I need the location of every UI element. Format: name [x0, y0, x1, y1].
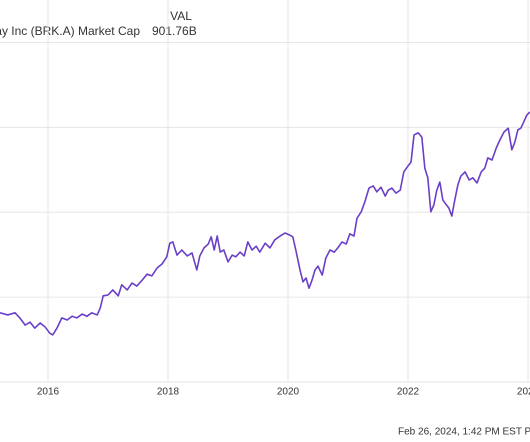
- x-tick-label: 2022: [397, 387, 420, 398]
- line: [0, 111, 530, 336]
- footer: Feb 26, 2024, 1:42 PM EST Powered by YCH…: [398, 427, 530, 438]
- x-tick-label: 2016: [37, 387, 60, 398]
- legend-value: 901.76B: [152, 24, 197, 38]
- legend-header: VAL: [170, 9, 192, 23]
- x-tick-label: 2018: [157, 387, 180, 398]
- x-tick-label: 2020: [277, 387, 300, 398]
- legend-series-name: Berkshire Hathaway Inc (BRK.A) Market Ca…: [0, 24, 140, 38]
- x-tick-label: 2024: [517, 387, 530, 398]
